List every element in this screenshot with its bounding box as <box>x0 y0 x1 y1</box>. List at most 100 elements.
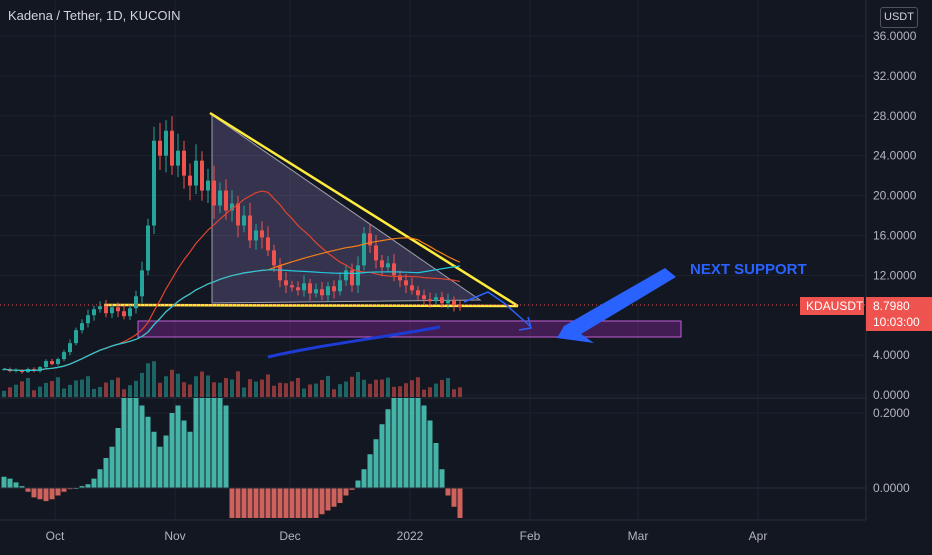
oscillator-bar[interactable] <box>313 488 319 518</box>
candle[interactable] <box>68 343 72 353</box>
volume-bar[interactable] <box>68 384 72 397</box>
oscillator-bar[interactable] <box>91 478 97 488</box>
candle[interactable] <box>374 245 378 261</box>
oscillator-bar[interactable] <box>421 405 427 489</box>
oscillator-bar[interactable] <box>151 431 157 488</box>
oscillator-bar[interactable] <box>271 488 277 518</box>
volume-bar[interactable] <box>56 377 60 397</box>
volume-bar[interactable] <box>410 380 414 397</box>
candle[interactable] <box>380 260 384 268</box>
oscillator-bar[interactable] <box>361 469 367 488</box>
volume-bar[interactable] <box>284 383 288 397</box>
oscillator-bar[interactable] <box>247 488 253 518</box>
candle[interactable] <box>80 323 84 331</box>
oscillator-bar[interactable] <box>277 488 283 518</box>
candle[interactable] <box>92 309 96 316</box>
volume-bar[interactable] <box>356 372 360 397</box>
oscillator-bar[interactable] <box>121 398 127 488</box>
candle[interactable] <box>356 265 360 286</box>
oscillator-bar[interactable] <box>397 398 403 488</box>
candle[interactable] <box>128 308 132 317</box>
volume-bar[interactable] <box>110 379 114 397</box>
volume-bar[interactable] <box>32 390 36 397</box>
volume-bar[interactable] <box>242 387 246 398</box>
volume-bar[interactable] <box>8 387 12 397</box>
candle[interactable] <box>452 300 456 306</box>
volume-bar[interactable] <box>458 387 462 397</box>
candle[interactable] <box>326 286 330 296</box>
volume-bar[interactable] <box>446 377 450 397</box>
oscillator-bar[interactable] <box>379 424 385 488</box>
moving-average-long[interactable] <box>3 265 461 372</box>
volume-bar[interactable] <box>266 374 270 397</box>
candle[interactable] <box>434 297 438 302</box>
oscillator-bar[interactable] <box>37 488 43 500</box>
volume-bar[interactable] <box>392 386 396 397</box>
oscillator-bar[interactable] <box>181 420 187 489</box>
candle[interactable] <box>122 311 126 317</box>
oscillator-bar[interactable] <box>211 398 217 488</box>
volume-bar[interactable] <box>134 380 138 397</box>
oscillator-bar[interactable] <box>385 409 391 488</box>
volume-bar[interactable] <box>206 375 210 398</box>
candle[interactable] <box>230 203 234 211</box>
oscillator-bar[interactable] <box>223 405 229 489</box>
volume-bar[interactable] <box>308 384 312 398</box>
volume-bar[interactable] <box>224 378 228 397</box>
oscillator-bar[interactable] <box>403 398 409 488</box>
currency-button[interactable]: USDT <box>880 7 918 28</box>
candle[interactable] <box>134 296 138 309</box>
candle[interactable] <box>278 265 282 281</box>
oscillator-bar[interactable] <box>49 488 55 500</box>
projection-path[interactable] <box>463 291 531 327</box>
candle[interactable] <box>206 180 210 191</box>
candle[interactable] <box>302 283 306 291</box>
volume-bar[interactable] <box>428 387 432 397</box>
candle[interactable] <box>296 287 300 291</box>
candle[interactable] <box>62 352 66 360</box>
oscillator-bar[interactable] <box>409 398 415 488</box>
oscillator-bar[interactable] <box>199 398 205 488</box>
oscillator-bar[interactable] <box>391 398 397 488</box>
candle[interactable] <box>116 307 120 312</box>
volume-bar[interactable] <box>152 361 156 397</box>
candle[interactable] <box>446 300 450 304</box>
candle[interactable] <box>362 233 366 266</box>
oscillator-bar[interactable] <box>79 486 85 488</box>
volume-bar[interactable] <box>44 382 48 397</box>
candle[interactable] <box>368 233 372 246</box>
oscillator-bar[interactable] <box>157 446 163 488</box>
hand-drawn-underline[interactable] <box>267 325 441 359</box>
volume-bar[interactable] <box>230 379 234 397</box>
volume-bar[interactable] <box>14 384 18 397</box>
candle[interactable] <box>170 130 174 166</box>
volume-bar[interactable] <box>122 389 126 397</box>
oscillator-bar[interactable] <box>295 488 301 518</box>
volume-bar[interactable] <box>380 379 384 397</box>
oscillator-bar[interactable] <box>139 405 145 489</box>
candle[interactable] <box>236 203 240 226</box>
volume-bar[interactable] <box>350 376 354 397</box>
volume-bar[interactable] <box>296 377 300 397</box>
next-support-arrow[interactable] <box>557 268 676 343</box>
candle[interactable] <box>386 263 390 268</box>
candle[interactable] <box>182 150 186 176</box>
candle[interactable] <box>422 295 426 300</box>
candle[interactable] <box>146 225 150 271</box>
oscillator-bar[interactable] <box>43 488 49 502</box>
oscillator-bar[interactable] <box>373 439 379 488</box>
volume-bar[interactable] <box>170 369 174 397</box>
volume-bar[interactable] <box>164 376 168 397</box>
volume-bar[interactable] <box>332 389 336 397</box>
volume-bar[interactable] <box>314 383 318 397</box>
oscillator-bar[interactable] <box>103 458 109 488</box>
volume-bar[interactable] <box>188 384 192 398</box>
volume-bar[interactable] <box>260 379 264 397</box>
oscillator-bar[interactable] <box>427 420 433 489</box>
candle[interactable] <box>344 270 348 281</box>
candle[interactable] <box>398 275 402 281</box>
candle[interactable] <box>260 230 264 238</box>
oscillator-bar[interactable] <box>13 482 19 488</box>
candle[interactable] <box>332 286 336 292</box>
